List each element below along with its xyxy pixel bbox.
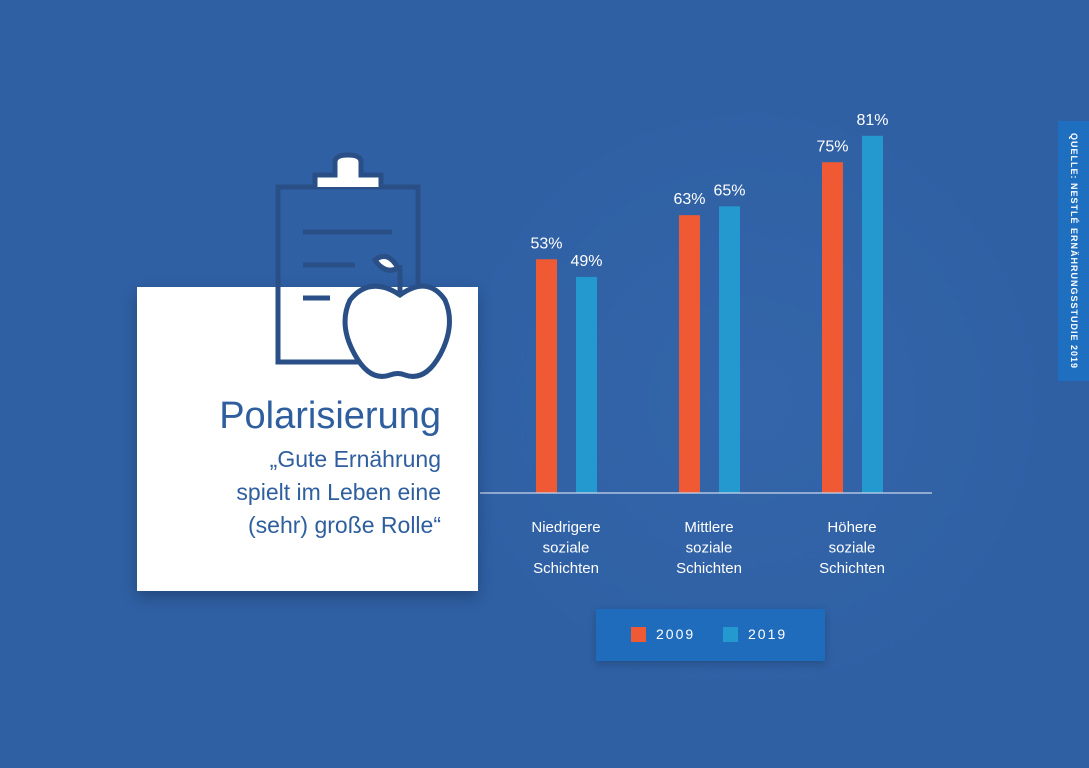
source-label: QUELLE: NESTLÉ ERNÄHRUNGSSTUDIE 2019 — [1058, 121, 1089, 381]
data-label: 53% — [530, 235, 562, 252]
legend: 2009 2019 — [596, 609, 825, 661]
category-label: soziale — [686, 540, 733, 557]
category-label: Mittlere — [684, 519, 733, 536]
legend-item-2009: 2009 — [631, 626, 695, 642]
category-label: soziale — [543, 540, 590, 557]
data-label: 75% — [816, 138, 848, 155]
category-label: Schichten — [533, 560, 599, 577]
legend-item-2019: 2019 — [723, 626, 787, 642]
category-label: Höhere — [827, 519, 876, 536]
chart-title: Polarisierung — [219, 395, 441, 437]
data-label: 65% — [713, 182, 745, 199]
legend-swatch — [723, 626, 738, 642]
bar-2009-2 — [822, 162, 843, 493]
clipboard-apple-icon — [275, 152, 452, 379]
bar-2009-0 — [536, 259, 557, 493]
apple-icon — [342, 253, 452, 379]
category-label: Niedrigere — [531, 519, 600, 536]
chart-subtitle: „Gute Ernährung spielt im Leben eine (se… — [236, 446, 441, 538]
category-label: Schichten — [819, 560, 885, 577]
data-label: 81% — [856, 112, 888, 129]
bar-2009-1 — [679, 215, 700, 494]
legend-swatch — [631, 626, 646, 642]
data-label: 63% — [673, 191, 705, 208]
data-label: 49% — [570, 253, 602, 270]
bar-2019-2 — [862, 135, 883, 494]
clipboard-icon — [275, 152, 421, 365]
category-label: soziale — [829, 540, 876, 557]
category-label: Schichten — [676, 560, 742, 577]
bar-2019-1 — [719, 206, 740, 493]
bar-2019-0 — [576, 276, 597, 493]
